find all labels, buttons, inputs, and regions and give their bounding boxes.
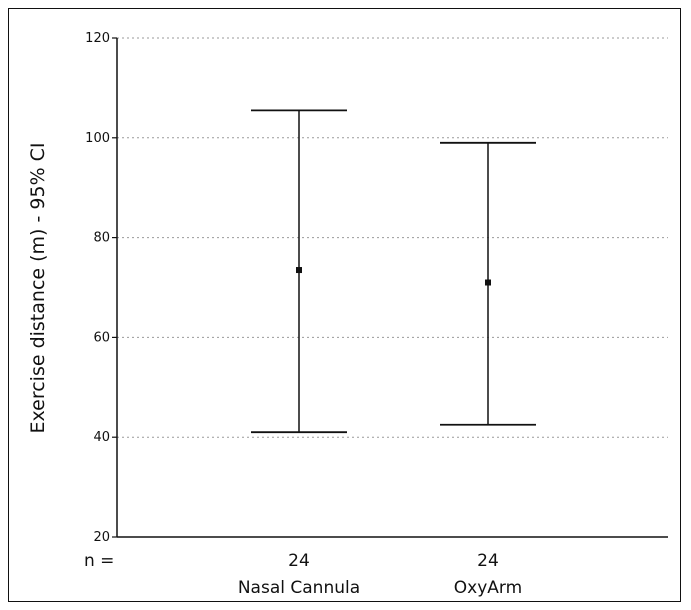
y-tick-label-120: 120 xyxy=(85,31,110,46)
category-label-nasal-cannula: Nasal Cannula xyxy=(238,578,360,598)
chart-frame xyxy=(8,8,681,602)
y-tick-label-40: 40 xyxy=(93,430,110,445)
y-tick-label-60: 60 xyxy=(93,330,110,345)
y-axis-label: Exercise distance (m) - 95% CI xyxy=(27,142,49,433)
mean-marker-nasal-cannula xyxy=(296,267,302,274)
y-tick-label-20: 20 xyxy=(93,530,110,545)
category-labels: 24 Nasal Cannula 24 OxyArm xyxy=(238,551,522,598)
n-label: n = xyxy=(84,551,114,571)
y-tick-label-80: 80 xyxy=(93,231,110,246)
category-label-oxyarm: OxyArm xyxy=(454,578,522,598)
n-value-nasal-cannula: 24 xyxy=(288,551,310,571)
mean-marker-oxyarm xyxy=(485,279,491,286)
gridlines xyxy=(117,37,668,438)
n-value-oxyarm: 24 xyxy=(477,551,499,571)
y-tick-label-100: 100 xyxy=(85,131,110,146)
error-bars xyxy=(251,109,536,434)
y-ticks: 20 40 60 80 100 120 xyxy=(85,31,117,545)
